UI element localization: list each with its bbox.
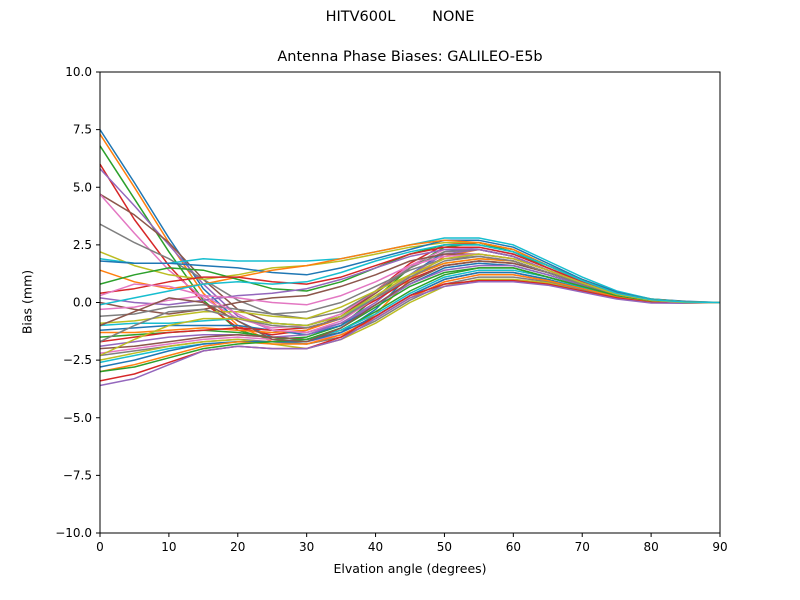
x-axis-ticks: 0 10 20 30 40 50 60 70 80 90 <box>96 533 728 554</box>
y-tick-label: 5.0 <box>73 180 92 194</box>
series-line <box>99 168 720 334</box>
y-tick-label: −10.0 <box>55 526 92 540</box>
x-tick-label: 40 <box>368 540 383 554</box>
series-line <box>99 129 721 341</box>
figure-suptitle: HITV600L NONE <box>325 9 475 25</box>
x-tick-label: 10 <box>161 540 176 554</box>
y-axis-label: Bias (mm) <box>19 269 35 335</box>
y-tick-label: −5.0 <box>63 411 92 425</box>
x-tick-label: 20 <box>230 540 245 554</box>
y-tick-label: 10.0 <box>65 65 92 79</box>
y-axis-ticks: −10.0 −7.5 −5.0 −2.5 0.0 2.5 5.0 7.5 10.0 <box>55 65 100 540</box>
data-series-lines <box>99 129 721 387</box>
x-tick-label: 80 <box>643 540 658 554</box>
y-tick-label: −2.5 <box>63 353 92 367</box>
series-line <box>99 253 720 357</box>
series-line <box>99 244 721 306</box>
x-tick-label: 0 <box>96 540 104 554</box>
x-tick-label: 90 <box>712 540 727 554</box>
chart-title: Antenna Phase Biases: GALILEO-E5b <box>277 49 543 65</box>
series-line <box>99 239 721 304</box>
series-line <box>99 267 720 373</box>
x-tick-label: 70 <box>575 540 590 554</box>
y-tick-label: 7.5 <box>73 123 92 137</box>
y-tick-label: −7.5 <box>63 468 92 482</box>
x-tick-label: 60 <box>506 540 521 554</box>
x-tick-label: 30 <box>299 540 314 554</box>
y-tick-label: 0.0 <box>73 296 92 310</box>
y-tick-label: 2.5 <box>73 238 92 252</box>
x-tick-label: 50 <box>437 540 452 554</box>
series-line <box>99 281 721 387</box>
x-axis-label: Elvation angle (degrees) <box>333 561 487 576</box>
